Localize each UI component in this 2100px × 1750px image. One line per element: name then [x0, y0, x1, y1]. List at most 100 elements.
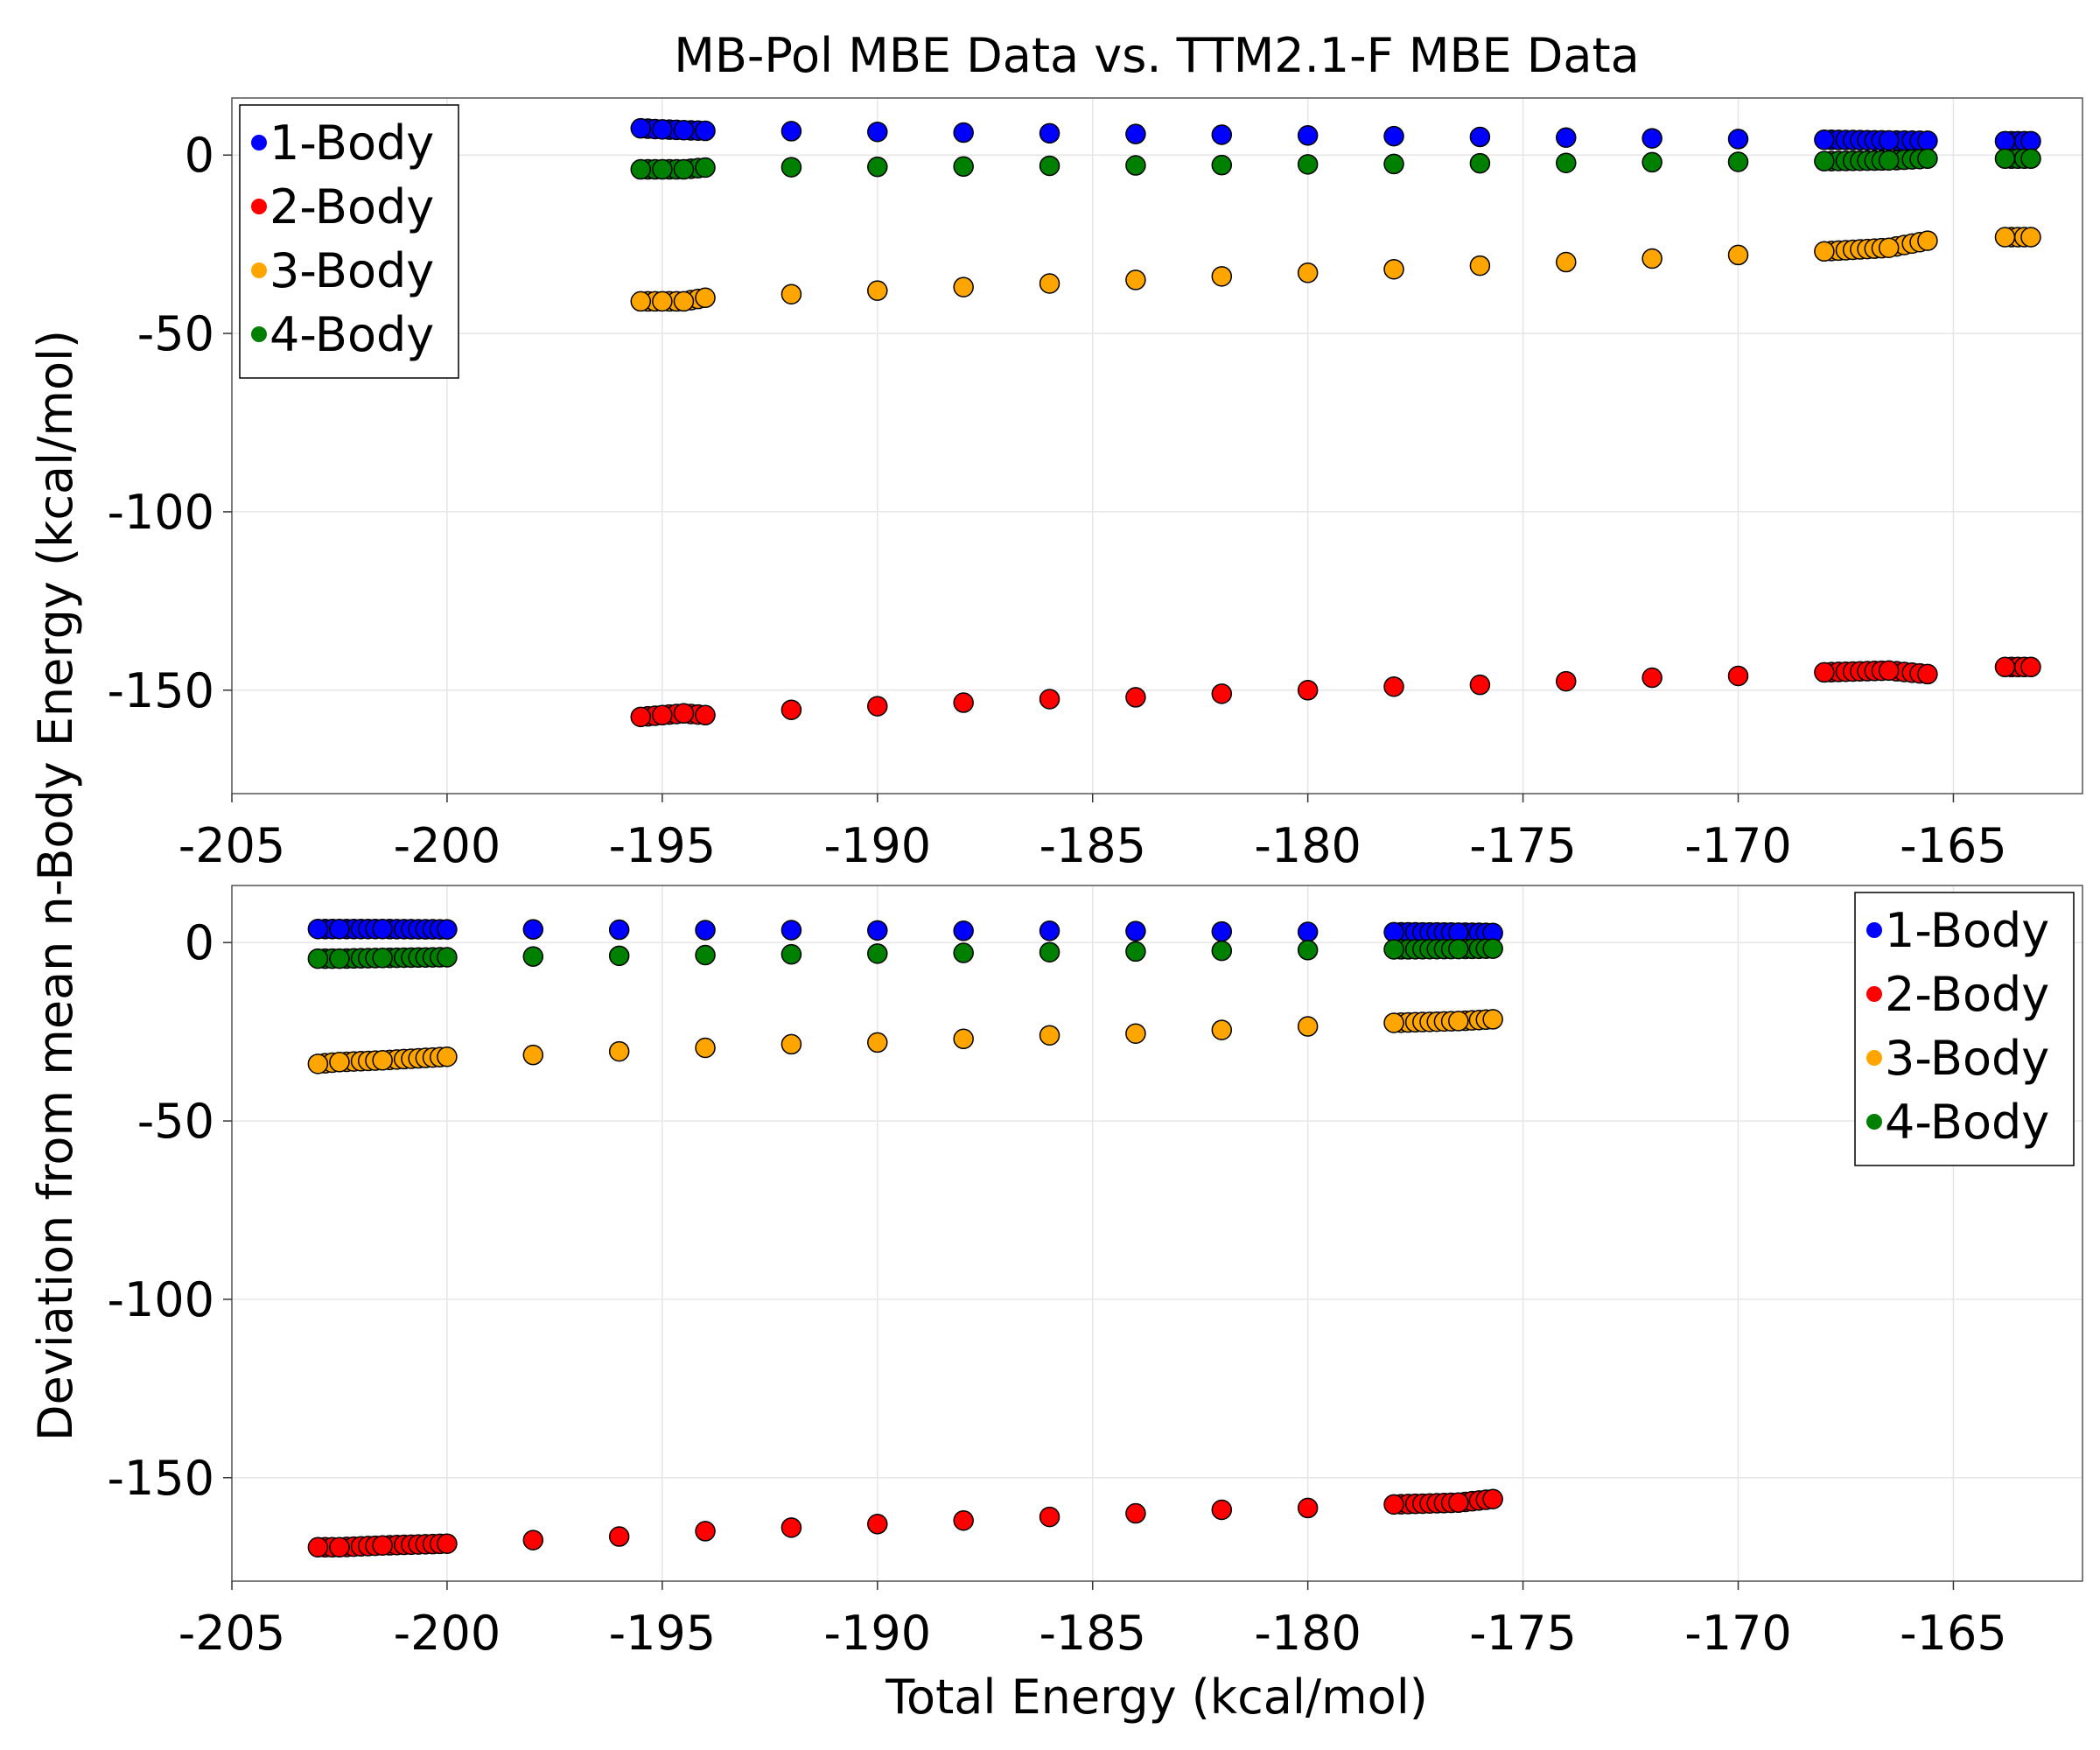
x-tick-label: -180	[1254, 1606, 1362, 1661]
data-point	[372, 1535, 393, 1556]
data-point	[953, 942, 974, 963]
data-point	[1556, 152, 1577, 173]
data-point	[1125, 687, 1146, 708]
data-point	[1482, 938, 1503, 959]
data-point	[1642, 667, 1662, 689]
data-point	[1383, 676, 1404, 697]
data-point	[652, 290, 673, 312]
data-point	[695, 944, 716, 966]
legend-marker	[1866, 1114, 1882, 1130]
data-point	[1297, 680, 1319, 701]
data-point	[695, 704, 716, 726]
legend-marker	[251, 262, 267, 278]
data-point	[695, 1037, 716, 1059]
data-point	[1814, 662, 1835, 683]
data-point	[1211, 1499, 1233, 1521]
data-point	[1469, 126, 1491, 148]
data-point	[329, 1052, 350, 1073]
data-point	[608, 1526, 630, 1547]
series-4-Body	[307, 938, 1503, 970]
data-point	[1556, 251, 1577, 273]
data-point	[1994, 148, 2016, 170]
data-point	[630, 117, 652, 139]
data-point	[1482, 1009, 1503, 1030]
data-point	[1039, 689, 1060, 710]
data-point	[1727, 151, 1749, 172]
data-point	[1814, 150, 1835, 172]
legend-marker	[251, 326, 267, 342]
data-point	[1994, 656, 2016, 678]
data-point	[1383, 1012, 1404, 1033]
data-point	[1297, 921, 1319, 942]
data-point	[867, 1514, 888, 1535]
x-tick-label: -200	[394, 818, 501, 873]
data-point	[1039, 920, 1060, 942]
legend-label: 4-Body	[1885, 1095, 2049, 1150]
data-point	[1125, 123, 1146, 144]
legend-label: 2-Body	[270, 179, 434, 234]
data-point	[1642, 128, 1662, 149]
data-point	[1727, 244, 1749, 266]
x-axis-label: Total Energy (kcal/mol)	[885, 1670, 1428, 1725]
data-point	[1039, 122, 1060, 144]
data-point	[1469, 255, 1491, 276]
data-point	[2020, 656, 2041, 678]
data-point	[1878, 130, 1900, 151]
data-point	[1814, 241, 1835, 262]
data-point	[673, 119, 695, 141]
series-1-Body	[307, 918, 1503, 943]
data-point	[867, 696, 888, 717]
legend-label: 2-Body	[1885, 967, 2049, 1022]
data-point	[630, 158, 652, 180]
data-point	[522, 919, 544, 940]
data-point	[1297, 154, 1319, 175]
data-point	[307, 948, 329, 970]
data-point	[1642, 248, 1662, 270]
data-point	[437, 1046, 458, 1068]
data-point	[1642, 151, 1662, 173]
x-tick-label: -170	[1684, 818, 1792, 873]
plot-frame	[231, 885, 2083, 1582]
x-tick-label: -190	[824, 818, 932, 873]
data-point	[522, 1044, 544, 1066]
data-point	[1211, 124, 1233, 145]
data-point	[329, 948, 350, 970]
data-point	[608, 1040, 630, 1062]
data-point	[953, 692, 974, 713]
data-point	[2020, 148, 2041, 170]
data-point	[1878, 660, 1900, 682]
x-tick-label: -185	[1039, 818, 1146, 873]
data-point	[867, 920, 888, 942]
data-point	[1383, 153, 1404, 175]
data-point	[953, 1509, 974, 1531]
data-point	[1125, 1502, 1146, 1524]
data-point	[1039, 273, 1060, 294]
data-point	[1448, 938, 1469, 960]
series-1-Body	[630, 117, 2041, 152]
data-point	[307, 1536, 329, 1558]
data-point	[695, 1521, 716, 1542]
data-point	[1125, 155, 1146, 176]
data-point	[1383, 258, 1404, 280]
y-tick-label: -150	[107, 663, 214, 718]
data-point	[953, 276, 974, 298]
data-point	[867, 121, 888, 143]
x-tick-label: -195	[609, 818, 717, 873]
legend: 1-Body 2-Body 3-Body 4-Body	[1854, 892, 2075, 1166]
data-point	[780, 1517, 802, 1538]
y-axis-label: Deviation from mean n-Body Energy (kcal/…	[28, 330, 83, 1441]
data-point	[1469, 674, 1491, 696]
series-2-Body	[307, 1488, 1503, 1558]
data-point	[695, 920, 716, 941]
data-point	[953, 920, 974, 942]
data-point	[630, 290, 652, 312]
data-point	[953, 1028, 974, 1050]
plot-area	[232, 98, 2082, 794]
data-point	[1482, 1488, 1503, 1509]
data-point	[1211, 940, 1233, 962]
data-point	[1917, 148, 1938, 170]
data-point	[1727, 129, 1749, 150]
data-point	[1469, 152, 1491, 174]
data-point	[1211, 920, 1233, 942]
data-point	[780, 943, 802, 965]
